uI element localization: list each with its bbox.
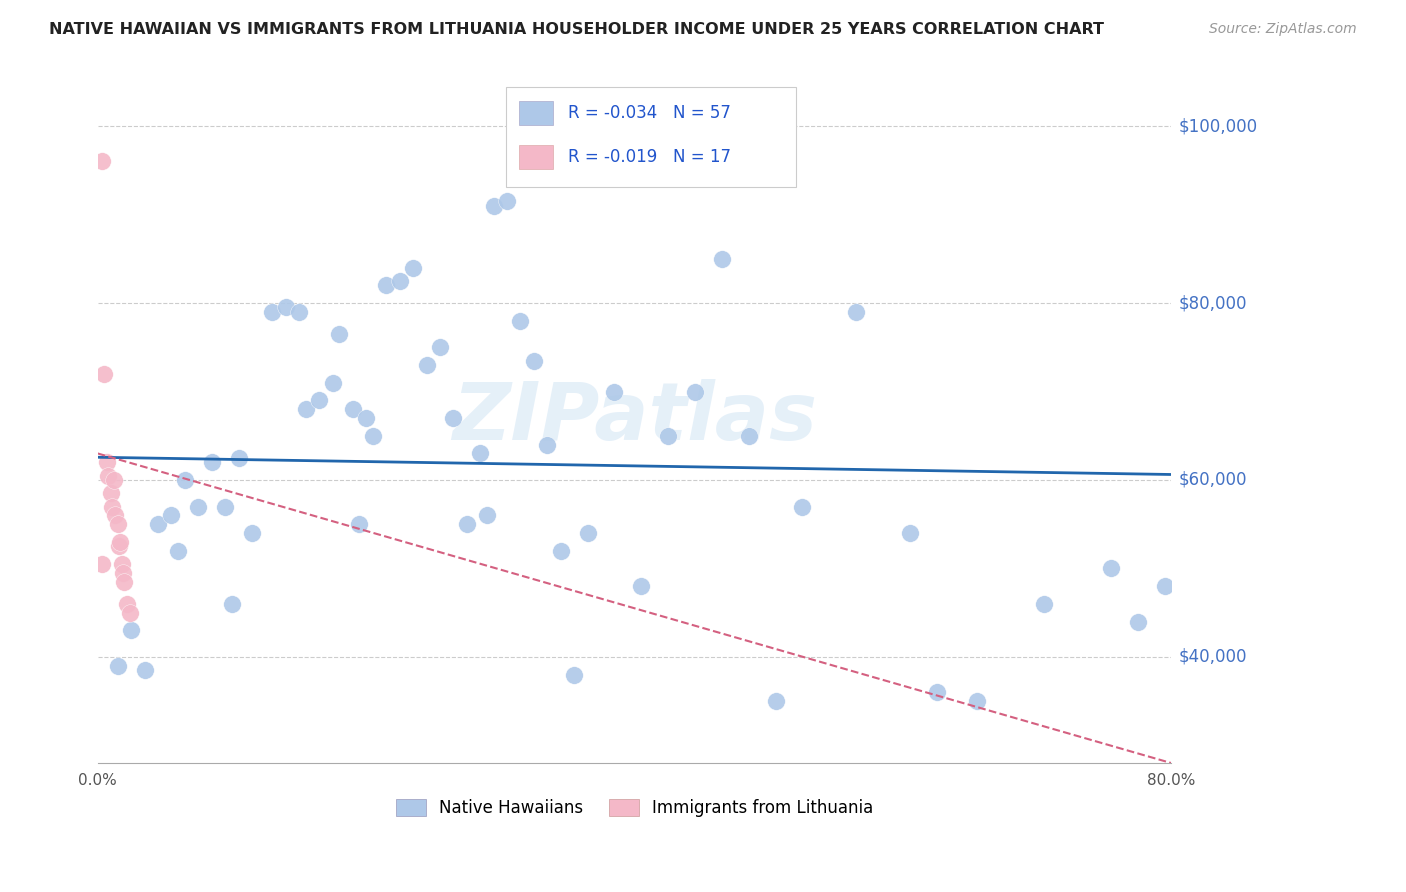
Point	[174, 473, 197, 487]
Point	[1153, 579, 1175, 593]
Point	[349, 517, 371, 532]
Point	[146, 517, 169, 532]
Point	[160, 508, 183, 523]
Point	[167, 543, 190, 558]
Point	[415, 358, 437, 372]
Point	[322, 376, 344, 390]
Text: R = -0.034   N = 57: R = -0.034 N = 57	[568, 103, 731, 121]
Point	[214, 500, 236, 514]
Point	[90, 154, 112, 169]
Point	[550, 543, 572, 558]
Point	[101, 500, 124, 514]
Point	[429, 340, 451, 354]
Point	[496, 194, 519, 209]
Point	[441, 411, 464, 425]
Text: NATIVE HAWAIIAN VS IMMIGRANTS FROM LITHUANIA HOUSEHOLDER INCOME UNDER 25 YEARS C: NATIVE HAWAIIAN VS IMMIGRANTS FROM LITHU…	[49, 22, 1104, 37]
Point	[187, 500, 209, 514]
Point	[630, 579, 652, 593]
Point	[576, 526, 599, 541]
Point	[90, 557, 112, 571]
Point	[107, 517, 129, 532]
Point	[114, 574, 136, 589]
Point	[1126, 615, 1149, 629]
Point	[240, 526, 263, 541]
Point	[792, 500, 814, 514]
Point	[115, 597, 138, 611]
Point	[710, 252, 733, 266]
Point	[1033, 597, 1056, 611]
Point	[845, 305, 868, 319]
FancyBboxPatch shape	[519, 101, 553, 125]
Text: $40,000: $40,000	[1178, 648, 1247, 666]
Point	[112, 566, 135, 580]
Point	[228, 450, 250, 465]
Point	[509, 314, 531, 328]
FancyBboxPatch shape	[506, 87, 796, 186]
Text: $80,000: $80,000	[1178, 294, 1247, 312]
FancyBboxPatch shape	[519, 145, 553, 169]
Point	[683, 384, 706, 399]
Point	[294, 402, 316, 417]
Point	[111, 557, 134, 571]
Point	[536, 437, 558, 451]
Point	[482, 199, 505, 213]
Point	[562, 667, 585, 681]
Point	[342, 402, 364, 417]
Point	[966, 694, 988, 708]
Point	[120, 624, 142, 638]
Point	[110, 535, 132, 549]
Legend: Native Hawaiians, Immigrants from Lithuania: Native Hawaiians, Immigrants from Lithua…	[389, 792, 880, 824]
Point	[93, 367, 115, 381]
Point	[898, 526, 921, 541]
Point	[925, 685, 948, 699]
Point	[361, 429, 384, 443]
Point	[475, 508, 498, 523]
Point	[104, 508, 127, 523]
Point	[354, 411, 377, 425]
Point	[737, 429, 759, 443]
Point	[97, 468, 120, 483]
Point	[328, 326, 350, 341]
Text: ZIPatlas: ZIPatlas	[453, 379, 817, 457]
Point	[201, 455, 224, 469]
Point	[134, 663, 156, 677]
Text: $60,000: $60,000	[1178, 471, 1247, 489]
Point	[523, 353, 546, 368]
Point	[657, 429, 679, 443]
Point	[288, 305, 311, 319]
Point	[96, 455, 118, 469]
Point	[118, 606, 141, 620]
Point	[308, 393, 330, 408]
Text: Source: ZipAtlas.com: Source: ZipAtlas.com	[1209, 22, 1357, 37]
Point	[1099, 561, 1122, 575]
Point	[402, 260, 425, 275]
Point	[103, 473, 125, 487]
Point	[375, 278, 398, 293]
Point	[107, 658, 129, 673]
Text: $100,000: $100,000	[1178, 117, 1257, 135]
Point	[221, 597, 243, 611]
Point	[470, 446, 492, 460]
Point	[262, 305, 284, 319]
Point	[274, 301, 297, 315]
Point	[388, 274, 411, 288]
Point	[765, 694, 787, 708]
Point	[108, 540, 131, 554]
Point	[603, 384, 626, 399]
Text: R = -0.019   N = 17: R = -0.019 N = 17	[568, 148, 731, 166]
Point	[100, 486, 122, 500]
Point	[456, 517, 478, 532]
